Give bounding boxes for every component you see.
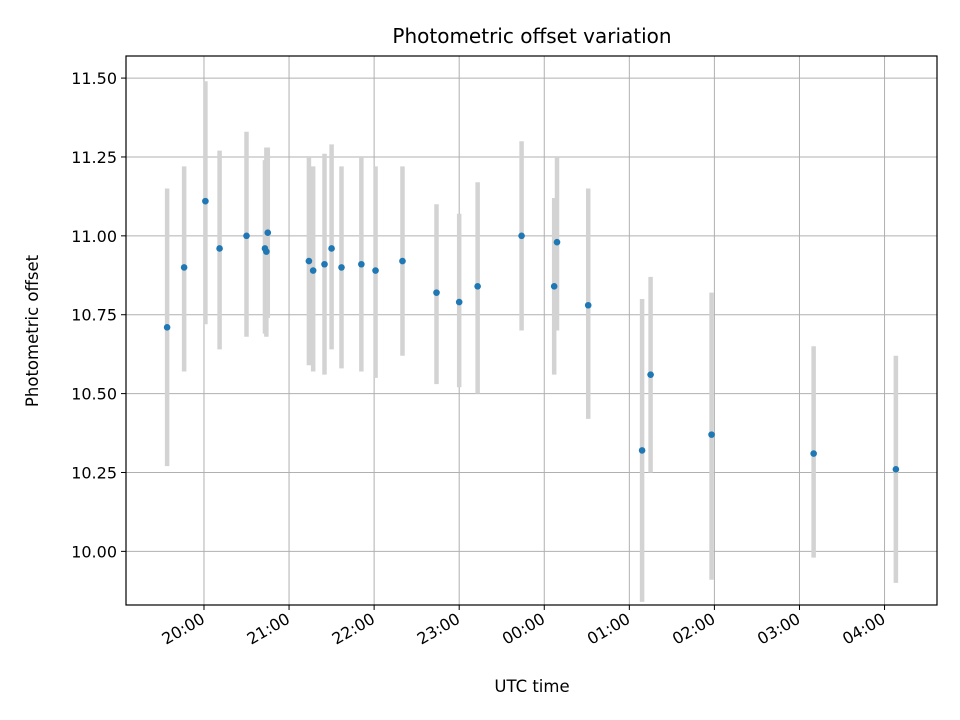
grid-layer xyxy=(126,56,937,605)
y-axis-title: Photometric offset xyxy=(23,254,42,407)
data-point xyxy=(708,431,715,438)
y-tick-label: 10.00 xyxy=(71,542,117,561)
chart-title: Photometric offset variation xyxy=(392,24,671,48)
y-tick-label: 11.25 xyxy=(71,148,117,167)
data-point xyxy=(372,267,379,274)
data-point xyxy=(163,324,171,331)
data-point xyxy=(305,257,313,265)
y-tick-label: 11.50 xyxy=(71,69,117,88)
y-tick-label: 10.25 xyxy=(71,463,117,482)
data-point xyxy=(892,466,900,473)
point-layer xyxy=(163,197,900,473)
data-point xyxy=(202,197,209,205)
data-point xyxy=(216,245,223,252)
data-point xyxy=(328,245,335,252)
y-tick-label: 10.75 xyxy=(71,306,117,325)
data-point xyxy=(243,232,250,240)
data-point xyxy=(584,301,592,309)
data-point xyxy=(810,450,817,457)
data-point xyxy=(180,264,188,271)
data-point xyxy=(550,283,558,290)
data-point xyxy=(309,267,317,274)
data-point xyxy=(474,283,481,290)
data-point xyxy=(338,264,345,271)
data-point xyxy=(638,447,646,454)
data-point xyxy=(518,232,525,240)
plot-frame xyxy=(125,55,938,606)
data-point xyxy=(264,229,272,236)
data-point xyxy=(433,289,440,296)
y-tick-label: 10.50 xyxy=(71,385,117,404)
data-point xyxy=(263,248,270,255)
data-point xyxy=(358,260,365,268)
data-point xyxy=(321,260,328,268)
y-tick-label: 11.00 xyxy=(71,227,117,246)
x-axis-title: UTC time xyxy=(494,677,569,696)
data-point xyxy=(647,371,654,378)
data-point xyxy=(455,298,463,306)
data-point xyxy=(553,238,561,246)
data-point xyxy=(399,257,406,265)
